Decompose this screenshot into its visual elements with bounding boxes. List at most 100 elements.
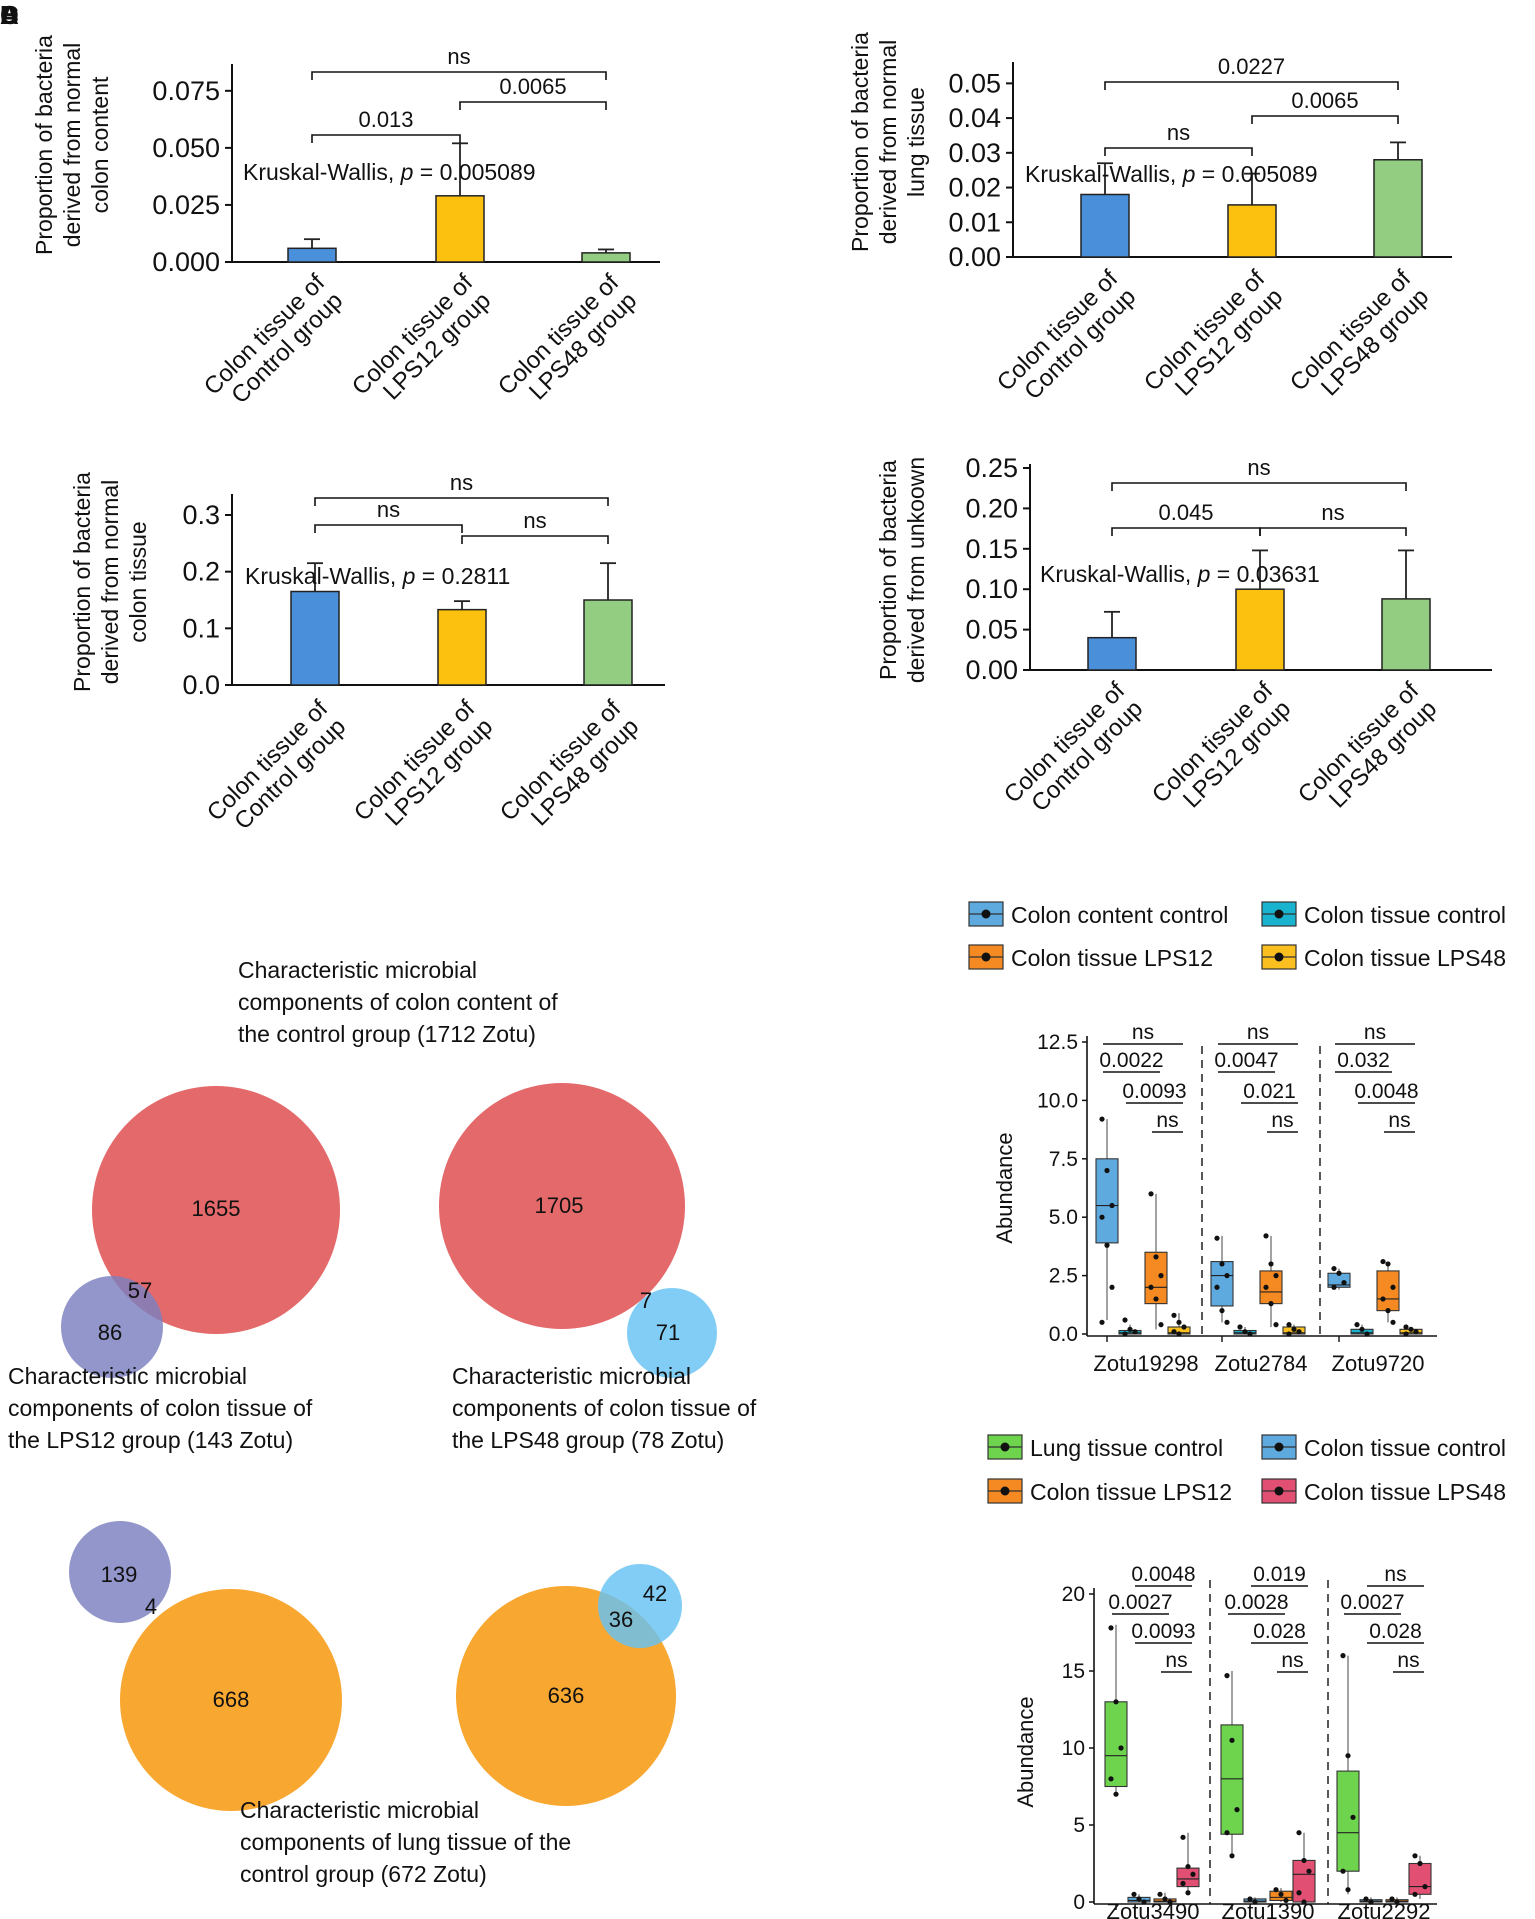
venn-count-overlap: 36 [609,1607,633,1632]
y-axis-label: colon content [87,76,113,213]
data-point [1247,1331,1253,1337]
legend-dot [1274,1486,1284,1496]
data-point [1167,1899,1173,1905]
y-tick-label: 0.025 [152,190,220,220]
y-tick-label: 0.3 [182,500,220,530]
y-axis-label: Proportion of bacteria [31,35,57,255]
significance-label: ns [1281,1649,1303,1672]
y-axis-label: colon tissue [125,521,151,642]
data-point [1104,1242,1110,1248]
venn-big-set [92,1086,340,1334]
data-point [1141,1899,1147,1905]
data-point [1350,1814,1356,1820]
box [1210,1261,1234,1307]
y-tick-label: 10.0 [1037,1089,1078,1112]
legend-dot [1000,1486,1010,1496]
bar-3 [1381,598,1431,671]
significance-label: 0.0093 [1131,1620,1195,1643]
significance-label: ns [1384,1563,1406,1586]
data-point [1286,1331,1292,1337]
venn-count-small: 86 [98,1320,122,1345]
legend-dot [1274,909,1284,919]
data-point [1390,1319,1396,1325]
venn-caption-lps48: Characteristic microbial [452,1363,691,1389]
bar-3 [583,599,633,686]
venn-small-set [627,1288,717,1378]
data-point [1341,1280,1347,1286]
data-point [1273,1322,1279,1328]
group-label: Zotu19298 [1093,1351,1198,1376]
data-point [1171,1312,1177,1318]
significance-label: ns [1156,1109,1178,1132]
legend-label: Colon content control [1011,902,1228,928]
box [1176,1867,1200,1888]
venn-caption-top: the control group (1712 Zotu) [238,1021,536,1047]
legend-label: Colon tissue LPS48 [1304,945,1506,971]
significance-bracket [1259,527,1407,536]
data-point [1099,1214,1105,1220]
legend-label: Colon tissue LPS12 [1030,1479,1232,1505]
y-tick-label: 0.01 [948,207,1001,237]
data-point [1224,1319,1230,1325]
data-point [1390,1284,1396,1290]
data-point [1336,1270,1342,1276]
venn-caption-lps12: the LPS12 group (143 Zotu) [8,1427,293,1453]
data-point [1157,1891,1163,1897]
legend-label: Colon tissue LPS48 [1304,1479,1506,1505]
y-tick-label: 0.00 [965,655,1018,685]
bar-2 [1227,204,1277,258]
data-point [1214,1235,1220,1241]
y-axis-label: lung tissue [903,87,929,197]
venn-count-overlap: 4 [145,1594,157,1619]
data-point [1219,1308,1225,1314]
data-point [1296,1830,1302,1836]
data-point [1148,1191,1154,1197]
bar-2 [435,195,485,263]
data-point [1219,1261,1225,1267]
data-point [1180,1834,1186,1840]
group-label: Zotu1390 [1222,1899,1315,1919]
y-tick-label: 7.5 [1049,1148,1078,1171]
significance-label: 0.0027 [1340,1591,1404,1614]
significance-label: ns [1167,120,1190,145]
significance-bracket [1251,115,1399,124]
data-point [1127,1326,1133,1332]
y-tick-label: 0.0 [1049,1323,1078,1346]
data-point [1364,1331,1370,1337]
data-point [1301,1899,1307,1905]
data-point [1113,1699,1119,1705]
data-point [1385,1261,1391,1267]
panel-label-c: C [0,0,19,30]
y-tick-label: 0.1 [182,613,220,643]
data-point [1099,1319,1105,1325]
data-point [1403,1324,1409,1330]
venn-big-set [439,1083,685,1329]
venn-count-big: 668 [213,1687,250,1712]
significance-label: 0.028 [1253,1620,1306,1643]
data-point [1417,1860,1423,1867]
venn-count-overlap: 7 [640,1288,652,1313]
data-point [1385,1308,1391,1314]
significance-label: ns [447,44,470,69]
significance-label: 0.032 [1337,1049,1390,1072]
box [1408,1862,1432,1895]
box [1144,1251,1168,1305]
box [1336,1770,1360,1872]
bar-1 [1087,636,1137,671]
significance-bracket [459,101,607,110]
y-tick-label: 10 [1062,1737,1085,1760]
legend-label: Colon tissue LPS12 [1011,945,1213,971]
significance-label: ns [1388,1109,1410,1132]
legend-dot [1000,1442,1010,1452]
significance-label: 0.019 [1253,1563,1306,1586]
data-point [1263,1233,1269,1239]
data-point [1422,1884,1428,1890]
significance-bracket [1104,147,1253,156]
data-point [1148,1284,1154,1290]
significance-label: ns [1271,1109,1293,1132]
significance-bracket [461,535,609,544]
y-tick-label: 0.075 [152,76,220,106]
significance-bracket [311,134,461,143]
box [1104,1701,1128,1788]
data-point [1368,1899,1374,1905]
